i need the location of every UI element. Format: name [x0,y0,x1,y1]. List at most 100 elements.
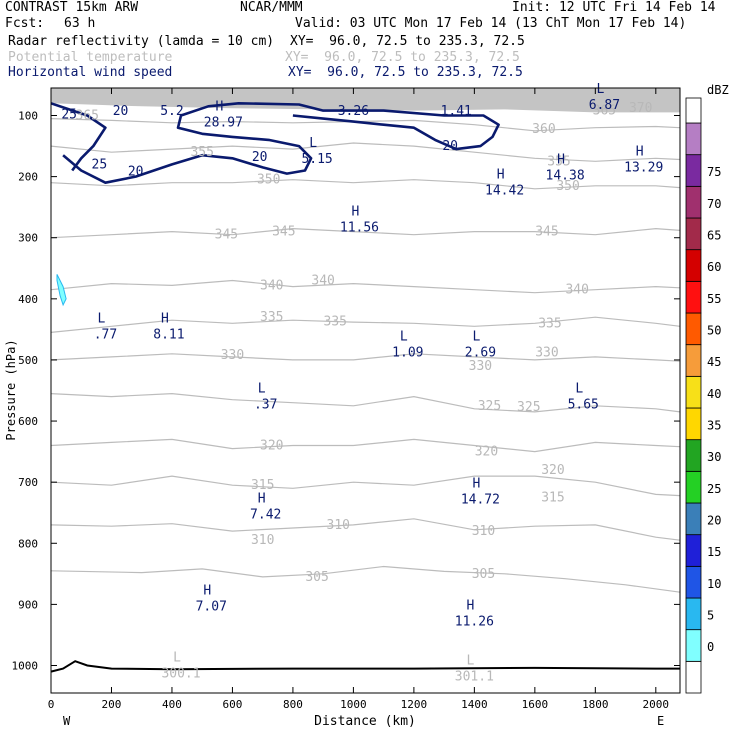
theta-label: 340 [311,274,334,289]
colorbar-level-label: 35 [707,418,721,432]
x-tick-label: 800 [283,698,303,711]
extremum-type: H [636,145,644,160]
colorbar-level-label: 60 [707,260,721,274]
init-time: Init: 12 UTC Fri 14 Feb 14 [512,0,716,15]
colorbar-cap [685,97,702,124]
extremum-type: H [557,152,565,167]
forecast-hours: 63 h [64,16,96,31]
wind-label: 20 [252,150,268,165]
extremum-value: 8.11 [153,327,184,342]
colorbar-level-label: 50 [707,323,721,337]
theta-label: 355 [190,145,213,160]
field-wind-xy: XY= 96.0, 72.5 to 235.3, 72.5 [288,65,523,80]
colorbar-level-label: 55 [707,292,721,306]
y-tick-label: 1000 [12,660,39,673]
colorbar-level-label: 40 [707,387,721,401]
theta-label: 340 [565,283,588,298]
field-wind: Horizontal wind speed [8,65,173,80]
x-tick-label: 1200 [401,698,428,711]
terrain-line [50,660,680,673]
theta-contour-325 [50,392,681,413]
x-tick-label: 400 [162,698,182,711]
extremum-value: 301.1 [455,670,494,685]
x-tick-label: 1600 [522,698,549,711]
x-tick-label: 1800 [582,698,609,711]
theta-label: 345 [535,225,558,240]
field-theta: Potential temperature [8,50,173,65]
extremum-type: L [400,330,408,345]
theta-label: 325 [478,399,501,414]
extremum-type: L [258,382,266,397]
wind-label: 5.2 [160,104,183,119]
theta-contour-310 [50,518,681,541]
y-tick-label: 100 [18,110,38,123]
extremum-value: 7.07 [196,599,227,614]
colorbar-swatch [685,407,702,441]
extremum-value: 13.29 [624,161,663,176]
colorbar-level-label: 70 [707,197,721,211]
colorbar-swatch [685,470,702,504]
theta-label: 305 [472,567,495,582]
extremum-value: 14.42 [485,184,524,199]
theta-label: 365 [593,104,616,119]
x-tick-label: 1000 [340,698,367,711]
wind-label: 20 [113,104,129,119]
x-axis-label: Distance (km) [314,714,416,729]
wind-contour-25-1 [50,102,107,172]
theta-contour-335 [50,316,681,333]
extremum-value: .37 [254,398,277,413]
colorbar-level-label: 0 [707,640,714,654]
wind-label: 25 [61,107,77,122]
theta-label: 330 [535,346,558,361]
colorbar-level-label: 10 [707,577,721,591]
theta-label: 330 [469,359,492,374]
extremum-type: L [309,136,317,151]
x-end-east: E [657,714,664,728]
extremum-value: 14.38 [546,168,585,183]
extremum-type: H [352,204,360,219]
theta-label: 315 [541,490,564,505]
extremum-value: .77 [94,327,117,342]
y-tick-label: 600 [18,415,38,428]
x-tick-label: 1400 [461,698,488,711]
colorbar-swatch [685,344,702,377]
colorbar-unit: dBZ [707,83,729,97]
colorbar-level-label: 75 [707,165,721,179]
theta-contour-345 [50,227,681,239]
field-reflectivity: Radar reflectivity (lamda = 10 cm) [8,34,275,49]
theta-contour-360 [50,118,681,132]
theta-label: 320 [541,463,564,478]
colorbar-level-label: 15 [707,545,721,559]
theta-label: 335 [260,310,283,325]
theta-label: 330 [221,348,244,363]
y-tick-label: 400 [18,293,38,306]
theta-contour-350 [50,179,681,190]
colorbar-swatch [685,534,702,567]
colorbar-swatch [685,154,702,187]
reflectivity-patch [56,274,67,307]
valid-time: Valid: 03 UTC Mon 17 Feb 14 (13 ChT Mon … [295,16,687,31]
extremum-type: H [497,168,505,183]
colorbar-swatch [685,439,702,472]
colorbar-level-label: 5 [707,608,714,622]
x-tick-label: 600 [223,698,243,711]
wind-label: 3.26 [338,104,369,119]
colorbar-swatch [685,249,702,282]
extremum-value: 14.72 [461,492,500,507]
colorbar-swatch [685,565,702,599]
colorbar-swatch [685,660,702,694]
extremum-value: 2.69 [465,346,496,361]
theta-contour-355 [50,142,681,162]
colorbar-swatch [685,375,702,409]
wind-label: 20 [128,165,144,180]
y-tick-label: 900 [18,598,38,611]
extremum-type: H [258,492,266,507]
y-tick-label: 300 [18,232,38,245]
theta-label: 370 [629,101,652,116]
theta-contour-320 [50,438,681,453]
extremum-type: L [575,382,583,397]
model-title: CONTRAST 15km ARW [5,0,139,15]
org-label: NCAR/MMM [240,0,303,15]
theta-label: 325 [517,400,540,415]
